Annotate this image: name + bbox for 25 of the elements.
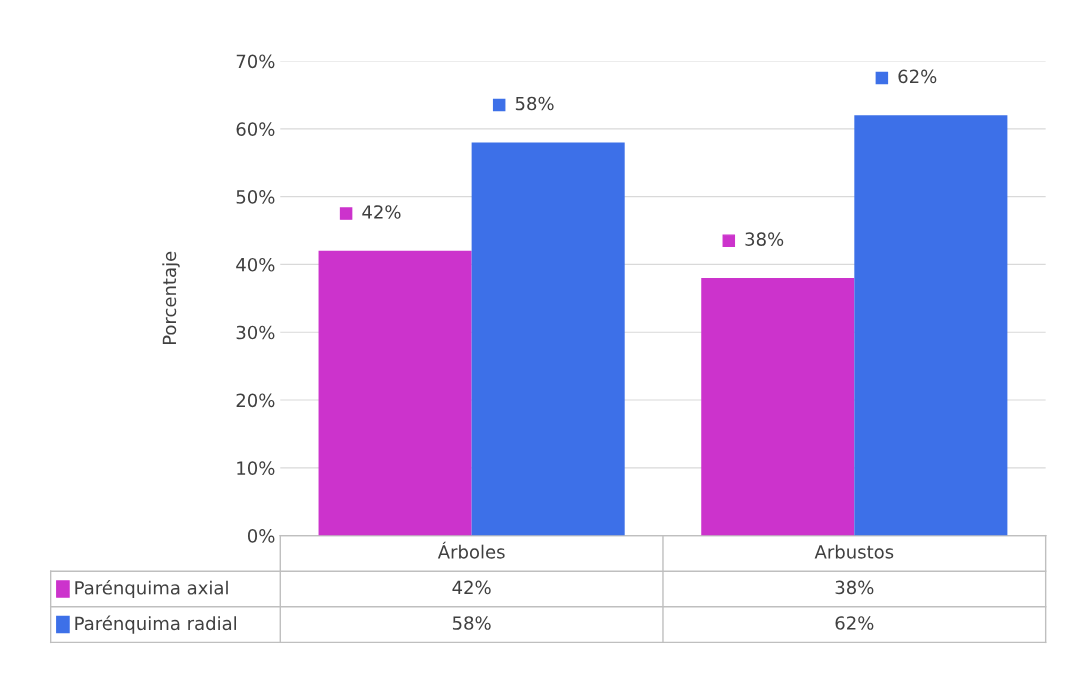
legend-label: Parénquima axial [75, 579, 228, 599]
text: 62% [898, 69, 937, 84]
text: 58% [515, 96, 554, 111]
y-tick-label: 60% [236, 122, 275, 136]
text: 42% [362, 205, 401, 219]
y-tick-label: 20% [236, 393, 275, 408]
bar [854, 115, 1008, 536]
bar [471, 142, 625, 536]
y-tick-label: 30% [236, 325, 275, 340]
y-tick-label: 10% [237, 461, 275, 475]
y-tick-label: 40% [236, 257, 275, 272]
y-tick-label: 50% [236, 190, 275, 204]
text: 38% [745, 232, 784, 246]
x-tick-label: Arbustos [814, 544, 894, 559]
legend-label: Parénquima radial [75, 615, 236, 634]
bar [701, 277, 855, 536]
x-tick-label: Árboles [437, 541, 505, 559]
data-label: 38% [835, 580, 874, 595]
y-tick-label: 0% [247, 529, 275, 543]
data-label: 58% [452, 616, 491, 630]
data-label: 62% [835, 616, 874, 630]
bar [318, 250, 472, 536]
y-axis-title: Porcentaje [162, 251, 180, 345]
data-label: 42% [452, 580, 491, 595]
y-tick-label: 70% [236, 54, 275, 69]
